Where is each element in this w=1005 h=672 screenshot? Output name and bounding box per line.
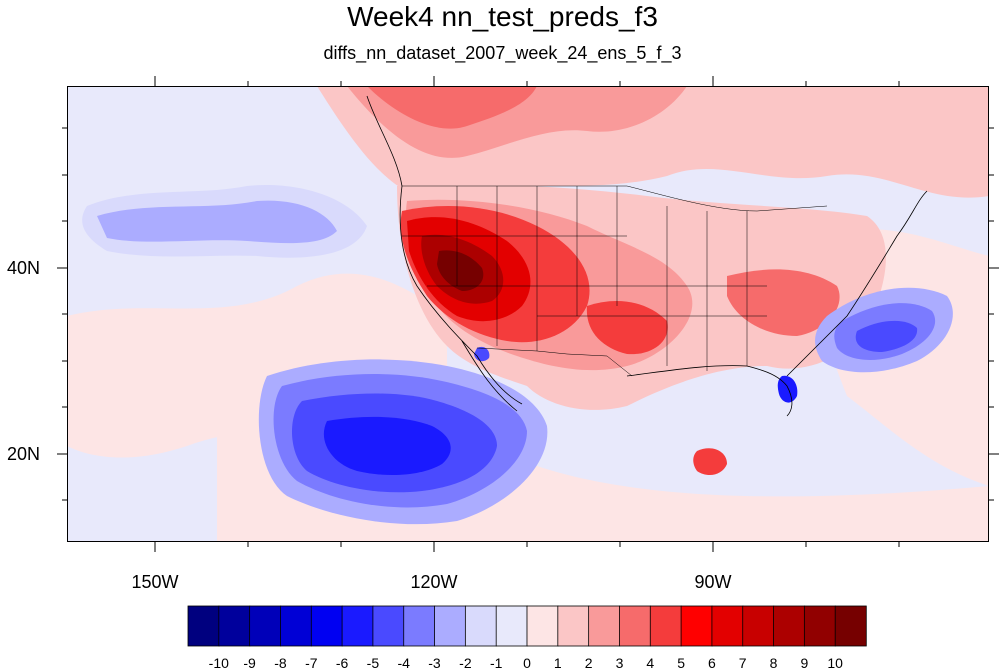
colorbar-swatch: [834, 605, 867, 647]
caribbean-red-patch: [693, 448, 727, 476]
colorbar-swatch: [649, 605, 682, 647]
colorbar-label: 1: [553, 655, 562, 671]
lon-label-120w: 120W: [410, 572, 458, 592]
colorbar-swatch: [588, 605, 621, 647]
us-canada-border: [402, 185, 828, 212]
coastlines: [366, 95, 928, 417]
colorbar-swatch: [310, 605, 343, 647]
colorbar-label: -7: [305, 655, 318, 671]
blue-florida-spot: [777, 375, 798, 403]
colorbar-label: 6: [707, 655, 716, 671]
colorbar-swatch: [526, 605, 559, 647]
colorbar-label: 5: [677, 655, 685, 671]
lat-label-40n: 40N: [6, 258, 40, 278]
colorbar-label: -1: [489, 655, 503, 671]
colorbar-swatch: [557, 605, 590, 647]
colorbar-swatch: [495, 605, 528, 647]
colorbar-label: 2: [584, 655, 593, 671]
colorbar-label: 9: [800, 655, 809, 671]
chart-title: Week4 nn_test_preds_f3: [347, 1, 658, 32]
colorbar-label: -3: [428, 655, 441, 671]
blue-atlantic-core: [855, 320, 918, 352]
colorbar-swatch: [403, 605, 436, 647]
chart-subtitle: diffs_nn_dataset_2007_week_24_ens_5_f_3: [323, 43, 682, 63]
colorbar-label: -9: [243, 655, 256, 671]
colorbar-swatch: [619, 605, 651, 647]
us-darkest-red: [437, 250, 484, 291]
colorbar-swatch: [773, 605, 806, 647]
colorbar-label: -10: [208, 655, 229, 671]
colorbar-swatch: [711, 605, 744, 647]
lon-label-90w: 90W: [694, 572, 732, 592]
colorbar-label: -2: [459, 655, 472, 671]
colorbar-swatch: [187, 605, 220, 647]
colorbar-swatch: [742, 605, 775, 647]
lon-label-150w: 150W: [131, 572, 179, 592]
colorbar-label: -6: [335, 655, 349, 671]
colorbar-swatch: [372, 605, 405, 647]
colorbar-label: -4: [397, 655, 410, 671]
red-canada-strong: [367, 86, 537, 129]
colorbar-swatch: [680, 605, 713, 647]
baja-line: [461, 340, 518, 412]
colorbar-label: 7: [738, 655, 747, 671]
lat-label-20n: 20N: [6, 444, 40, 464]
colorbar-swatch: [280, 605, 312, 647]
south-central-red: [586, 301, 668, 355]
colorbar-label: 10: [827, 655, 843, 671]
east-coast-line: [786, 190, 928, 377]
west-coast-line: [366, 95, 523, 405]
colorbar-swatch: [249, 605, 282, 647]
colorbar-swatch: [803, 605, 836, 647]
colorbar-swatch: [341, 605, 374, 647]
colorbar-label: 4: [646, 655, 655, 671]
colorbar-label: 8: [769, 655, 778, 671]
colorbar-label: 3: [615, 655, 624, 671]
gulf-coast-line: [626, 365, 793, 417]
colorbar-label: 0: [523, 655, 531, 671]
map-plot: [67, 86, 989, 542]
colorbar-swatch: [218, 605, 251, 647]
us-mexico-border: [476, 347, 633, 377]
state-lines: [402, 186, 767, 371]
blue-pacific-core: [323, 416, 451, 476]
state-boundaries: [402, 185, 828, 377]
anomaly-field: [67, 86, 989, 542]
colorbar-swatch: [434, 605, 467, 647]
colorbar-label: -8: [274, 655, 287, 671]
colorbar-label: -5: [366, 655, 380, 671]
blue-pacific-north-mid: [97, 200, 337, 244]
colorbar-swatch: [464, 605, 497, 647]
